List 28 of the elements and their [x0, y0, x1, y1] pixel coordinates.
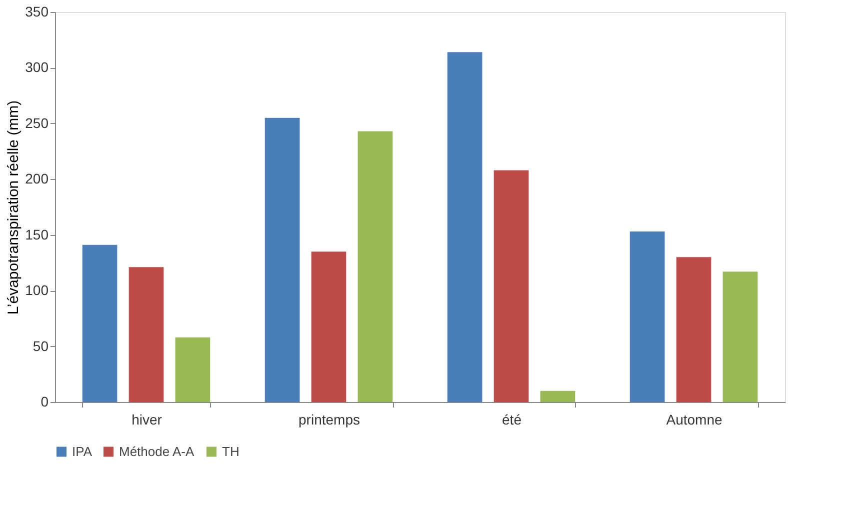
x-tick-label: Automne	[666, 412, 722, 428]
bar	[630, 232, 665, 402]
y-tick-label: 200	[25, 170, 49, 187]
y-tick-label: 0	[40, 394, 49, 410]
y-tick-label: 300	[25, 59, 49, 76]
y-tick-label: 150	[25, 226, 49, 242]
y-tick-label: 100	[25, 282, 49, 298]
bar	[722, 272, 758, 402]
bar	[358, 131, 393, 402]
x-tick-label: hiver	[132, 412, 162, 428]
bar	[82, 244, 118, 402]
y-axis-title: L’évapotranspiration réelle (mm)	[5, 100, 22, 315]
bar	[128, 267, 164, 402]
bar	[447, 52, 482, 402]
y-tick-label: 250	[25, 114, 49, 131]
x-tick-label: printemps	[298, 412, 360, 428]
legend-label: Méthode A-A	[119, 444, 194, 459]
x-tick-label: été	[502, 412, 522, 428]
bar	[175, 337, 210, 402]
y-tick-label: 350	[25, 4, 49, 20]
bar	[311, 252, 346, 402]
legend-label: TH	[222, 444, 240, 459]
bar	[676, 257, 712, 402]
bar	[264, 118, 300, 402]
bar	[540, 390, 576, 402]
y-tick-label: 50	[32, 338, 49, 354]
bar	[494, 170, 529, 402]
legend-label: IPA	[72, 444, 92, 459]
